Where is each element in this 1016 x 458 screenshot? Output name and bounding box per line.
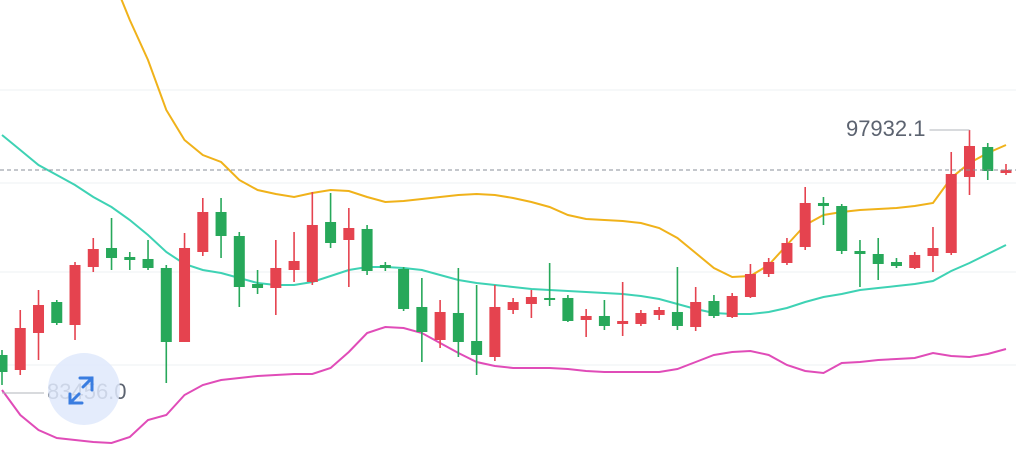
candle-body [525,297,537,304]
candle-body [708,301,720,316]
candle-body [909,254,921,268]
candle-body [179,247,191,342]
candle-body [872,254,884,264]
candle-body [781,242,793,263]
candle-body [799,202,811,247]
candle-body [1000,169,1012,173]
band-line [1,325,1007,445]
candle-body [763,262,775,274]
candle-body [33,304,45,333]
candle-body [598,315,610,326]
candle-body [817,202,829,207]
candle-body [562,297,574,321]
candle-body [854,250,866,255]
candle-body [580,315,592,320]
candle-body [653,310,665,316]
candle-body [0,354,8,372]
candle-body [982,146,994,172]
candle-body [197,211,209,252]
candle-body [726,295,738,317]
max-label: 97932.1 [846,116,926,141]
candle-body [306,224,318,282]
candle-body [288,260,300,270]
candle-body [343,228,355,241]
candle-body [489,306,501,357]
candle-body [325,221,337,243]
candle-body [51,302,63,324]
candle-body [963,145,975,177]
expand-icon[interactable] [68,376,94,405]
candle-body [471,341,483,355]
candle-body [69,264,81,325]
band-line [120,0,1007,279]
candle-body [379,264,391,268]
plot: 97932.183456.0 [0,0,1016,445]
candle-body [617,320,629,324]
candle-body [927,247,939,256]
button-background[interactable] [48,353,120,425]
candle-body [452,312,464,342]
candle-body [744,273,756,298]
candle-body [890,262,902,266]
candle-body [398,268,410,309]
candle-body [270,267,282,289]
candle-body [690,302,702,327]
candle-body [106,247,118,259]
candle-body [160,267,172,342]
candle-body [945,173,957,254]
candle-body [142,258,154,268]
candle-body [252,284,264,289]
candle-body [544,297,556,300]
candle-body [416,306,428,333]
zoom-button[interactable] [48,353,120,425]
candle-body [434,311,446,340]
candle-body [87,249,99,268]
candle-body [507,302,519,311]
candle-body [14,328,26,370]
candle-body [671,311,683,326]
candle-body [124,256,136,260]
candle-body [635,312,647,324]
candle-body [836,206,848,251]
candle-body [233,236,245,287]
candle-body [361,228,373,272]
band-line [1,134,1007,315]
candle-body [215,211,227,237]
